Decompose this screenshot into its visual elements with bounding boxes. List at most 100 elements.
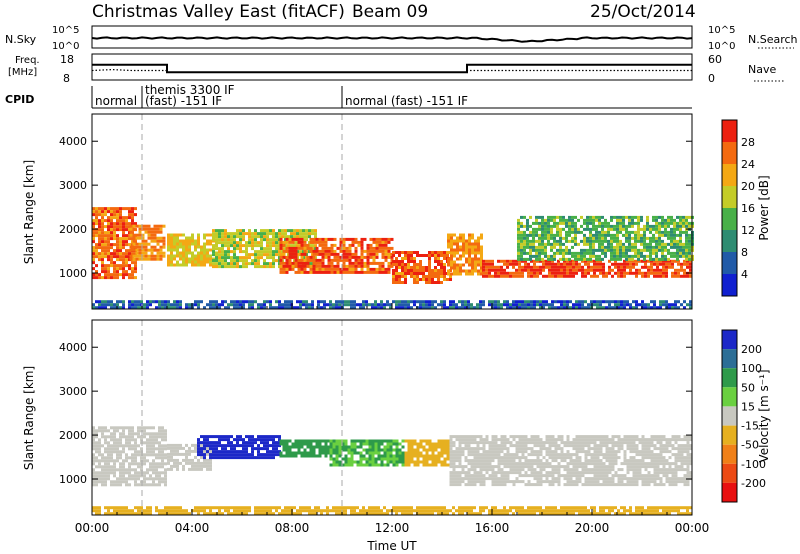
data-cell [233, 247, 236, 251]
data-cell [596, 471, 600, 475]
data-cell [141, 224, 145, 228]
data-cell [398, 442, 402, 446]
data-cell [167, 236, 170, 240]
data-cell [311, 300, 314, 304]
data-cell [288, 445, 292, 449]
data-cell [685, 254, 688, 258]
data-cell [233, 244, 236, 248]
data-cell [122, 207, 125, 211]
data-cell [587, 453, 591, 457]
data-cell [512, 483, 516, 487]
data-cell [437, 254, 440, 257]
data-cell [212, 303, 215, 307]
data-cell [119, 444, 122, 448]
data-cell [482, 456, 486, 460]
data-cell [593, 465, 597, 469]
data-cell [683, 306, 686, 310]
data-cell [554, 468, 558, 472]
data-cell [557, 483, 561, 487]
data-cell [294, 252, 298, 256]
data-cell [581, 268, 584, 272]
data-cell [300, 454, 304, 458]
data-cell [197, 303, 200, 307]
data-cell [551, 274, 554, 278]
data-cell [269, 244, 272, 248]
data-cell [470, 459, 474, 463]
data-cell [138, 248, 142, 252]
power-colorbar-cells [722, 120, 737, 296]
data-cell [494, 447, 498, 451]
data-cell [320, 300, 323, 304]
data-cell [110, 276, 113, 280]
data-cell [623, 306, 626, 310]
data-cell [113, 243, 116, 247]
data-cell [107, 300, 110, 304]
data-cell [236, 235, 239, 239]
data-cell [477, 269, 480, 273]
data-cell [671, 306, 674, 310]
data-cell [350, 463, 354, 467]
data-cell [254, 262, 257, 266]
data-cell [542, 303, 545, 307]
nave-tick-low: 0 [708, 72, 715, 85]
data-cell [98, 255, 101, 259]
data-cell [407, 442, 411, 446]
data-cell [119, 426, 122, 430]
data-cell [251, 244, 254, 248]
data-cell [416, 278, 419, 281]
data-cell [416, 300, 419, 304]
data-cell [577, 254, 580, 258]
data-cell [518, 300, 521, 304]
data-cell [581, 462, 585, 466]
data-cell [107, 210, 110, 214]
data-cell [332, 451, 336, 455]
data-cell [509, 441, 513, 445]
data-cell [95, 429, 98, 433]
data-cell [230, 262, 233, 266]
data-cell [517, 257, 520, 261]
data-cell [479, 465, 483, 469]
data-cell [611, 306, 614, 310]
data-cell [587, 471, 591, 475]
data-cell [233, 250, 236, 254]
data-cell [649, 248, 652, 252]
data-cell [218, 438, 221, 442]
data-cell [688, 233, 691, 237]
data-cell [281, 232, 284, 236]
data-cell [575, 444, 579, 448]
data-cell [354, 240, 358, 244]
data-cell [309, 445, 313, 449]
data-cell [327, 246, 331, 250]
data-cell [332, 445, 336, 449]
data-cell [453, 251, 456, 255]
data-cell [359, 451, 363, 455]
data-cell [524, 450, 528, 454]
data-cell [149, 438, 152, 442]
data-cell [646, 224, 649, 228]
data-cell [119, 453, 122, 457]
data-cell [682, 224, 685, 228]
data-cell [658, 221, 661, 225]
data-cell [662, 303, 665, 307]
data-cell [143, 480, 146, 484]
data-cell [215, 259, 218, 263]
data-cell [593, 271, 596, 275]
data-cell [587, 459, 591, 463]
data-cell [583, 251, 586, 255]
data-cell [306, 261, 310, 265]
data-cell [116, 438, 119, 442]
data-cell [548, 441, 552, 445]
data-cell [461, 441, 465, 445]
data-cell [390, 246, 394, 250]
data-cell [643, 248, 646, 252]
data-cell [500, 271, 503, 275]
data-cell [95, 441, 98, 445]
data-cell [348, 255, 352, 259]
data-cell [676, 233, 679, 237]
data-cell [647, 271, 650, 275]
data-cell [360, 258, 364, 262]
data-cell [491, 441, 495, 445]
data-cell [302, 235, 305, 239]
data-cell [599, 306, 602, 310]
data-cell [366, 246, 370, 250]
